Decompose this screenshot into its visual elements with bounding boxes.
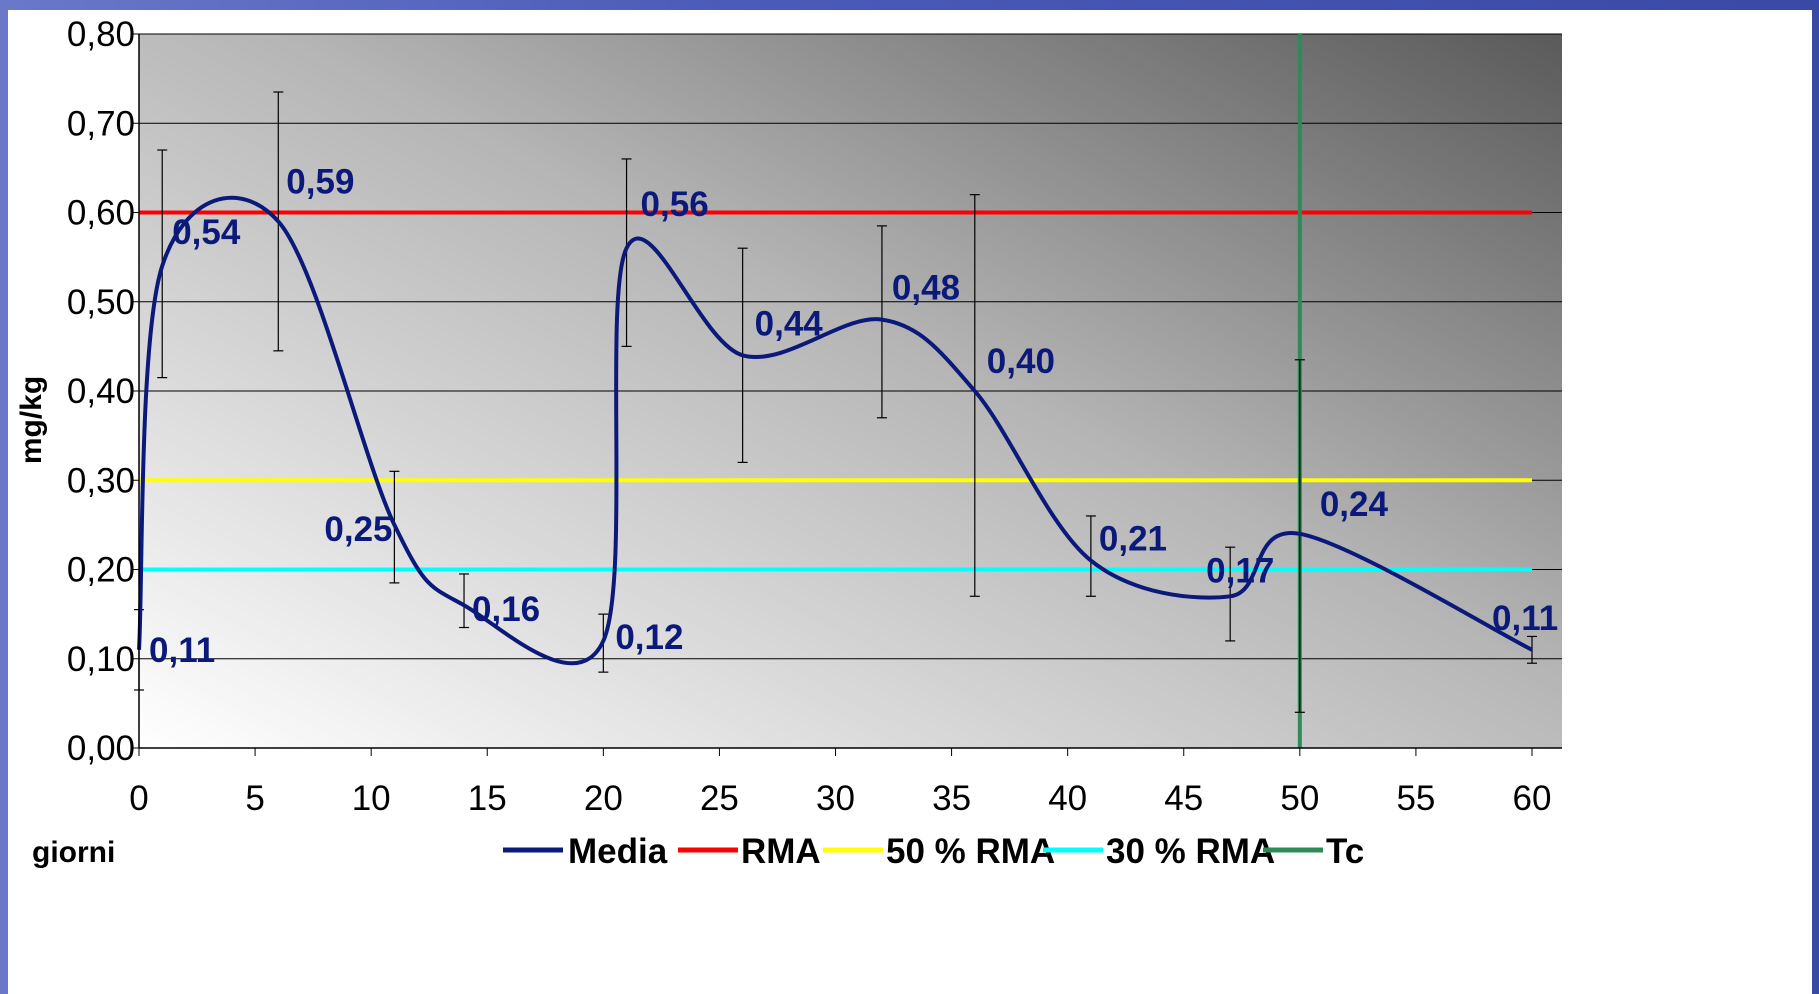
x-tick-label: 0 — [129, 779, 148, 818]
slide: 0,11 0,54 0,59 0,25 0,16 0,12 0,56 0,44 0,48 0,40… — [8, 10, 1812, 994]
y-tick-label: 0,70 — [67, 104, 135, 143]
data-label: 0,25 — [324, 510, 392, 549]
legend-label: Tc — [1326, 832, 1364, 871]
legend-label: RMA — [741, 832, 821, 871]
series-line-media — [137, 195, 1533, 666]
y-tick-label: 0,50 — [67, 283, 135, 322]
x-tick-label: 45 — [1164, 779, 1203, 818]
chart: 0,11 0,54 0,59 0,25 0,16 0,12 0,56 0,44 0,48 0,40… — [15, 15, 1562, 871]
x-tick-label: 40 — [1048, 779, 1087, 818]
x-tick-label: 60 — [1513, 779, 1552, 818]
y-tick-label: 0,60 — [67, 194, 135, 233]
data-label: 0,44 — [755, 304, 824, 343]
x-tick-label: 5 — [245, 779, 264, 818]
data-label: 0,11 — [149, 631, 215, 670]
data-label: 0,11 — [1492, 599, 1558, 638]
data-label: 0,48 — [892, 269, 960, 308]
x-tick-label: 10 — [352, 779, 391, 818]
x-tick-label: 50 — [1280, 779, 1319, 818]
data-label: 0,56 — [641, 185, 709, 224]
data-label: 0,21 — [1099, 520, 1167, 559]
data-label: 0,59 — [286, 162, 354, 201]
x-tick-label: 35 — [932, 779, 971, 818]
data-label: 0,40 — [987, 342, 1055, 381]
x-axis-title: giorni — [32, 836, 115, 869]
data-label: 0,12 — [615, 618, 683, 657]
data-label: 0,24 — [1320, 485, 1389, 524]
x-tick-label: 25 — [700, 779, 739, 818]
y-tick-label: 0,00 — [67, 729, 135, 768]
data-label: 0,17 — [1206, 551, 1274, 590]
y-tick-label: 0,10 — [67, 640, 135, 679]
legend-label: 50 % RMA — [886, 832, 1055, 871]
data-label: 0,16 — [472, 590, 540, 629]
data-label: 0,54 — [172, 213, 241, 252]
legend: Media RMA 50 % RMA 30 % RMA Tc — [503, 832, 1364, 871]
y-tick-label: 0,40 — [67, 372, 135, 411]
x-tick-label: 30 — [816, 779, 855, 818]
y-tick-label: 0,80 — [67, 15, 135, 54]
y-axis-title: mg/kg — [15, 376, 48, 464]
x-tick-label: 20 — [584, 779, 623, 818]
x-tick-label: 55 — [1396, 779, 1435, 818]
y-tick-label: 0,30 — [67, 461, 135, 500]
x-tick-label: 15 — [468, 779, 507, 818]
y-tick-label: 0,20 — [67, 551, 135, 590]
legend-label: Media — [568, 832, 668, 871]
legend-label: 30 % RMA — [1106, 832, 1275, 871]
